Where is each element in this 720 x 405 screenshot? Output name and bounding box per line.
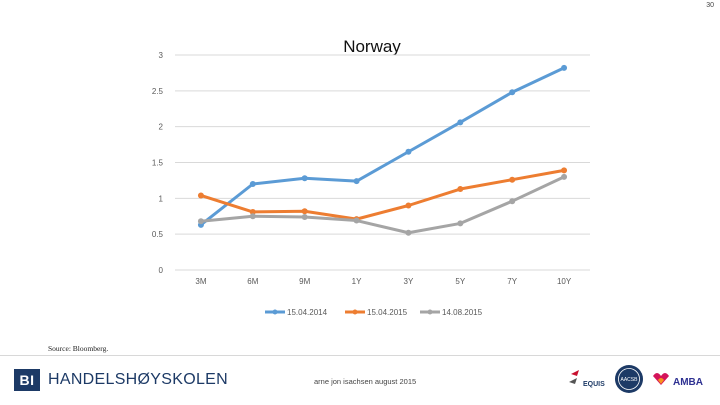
x-tick-label: 5Y [455,277,465,286]
line-chart: Norway 0 0.5 1 1.5 2 2.5 3 3M 6M 9M 1Y 3Y 5Y 7Y 10Y 1… [152,37,590,317]
series-15.04.2014 [197,64,568,228]
x-tick-label: 10Y [557,277,572,286]
x-tick-label: 6M [247,277,258,286]
page-number: 30 [706,2,714,9]
data-point [197,192,204,199]
x-tick-label: 3Y [404,277,414,286]
data-point [353,178,360,185]
legend-marker [272,309,278,315]
source-note: Source: Bloomberg. [48,344,109,353]
data-point [509,198,516,205]
data-point [197,218,204,225]
accreditation-logos: EQUIS AACSB AMBA [569,365,703,393]
y-tick-label: 3 [159,51,164,60]
equis-text: EQUIS [583,381,605,388]
series-14.08.2015 [197,173,568,236]
footer-divider [0,355,720,356]
y-tick-label: 0.5 [152,230,164,239]
aacsb-logo: AACSB [615,365,643,393]
legend-label: 15.04.2015 [367,308,408,317]
data-point [457,220,464,227]
y-tick-label: 2 [159,123,164,132]
author-footer: arne jon isachsen august 2015 [314,377,417,386]
y-axis-labels: 0 0.5 1 1.5 2 2.5 3 [152,51,164,275]
data-point [353,217,360,224]
data-point [301,213,308,220]
y-tick-label: 0 [159,266,164,275]
x-tick-label: 9M [299,277,310,286]
x-axis-labels: 3M 6M 9M 1Y 3Y 5Y 7Y 10Y [195,277,571,286]
chart-legend: 15.04.2014 15.04.2015 14.08.2015 [265,308,483,317]
equis-logo: EQUIS [569,370,605,388]
data-point [249,181,256,187]
data-point [509,176,516,183]
y-tick-label: 1 [159,194,164,203]
legend-item: 14.08.2015 [420,308,483,317]
data-point [249,208,256,215]
legend-label: 14.08.2015 [442,308,483,317]
chart-title: Norway [343,37,401,56]
series-line [199,175,566,235]
aacsb-text: AACSB [621,377,639,383]
series-line [199,66,566,227]
series-lines [197,64,568,236]
y-tick-label: 1.5 [152,159,164,168]
data-point [457,186,464,193]
legend-marker [427,309,433,315]
school-name: HANDELSHØYSKOLEN [48,371,228,388]
legend-marker [352,309,358,315]
data-point [561,167,568,174]
amba-text: AMBA [673,377,703,388]
bi-logo: BI [14,369,40,391]
legend-item: 15.04.2015 [345,308,408,317]
data-point [561,173,568,180]
series-line [199,168,566,221]
data-point [405,202,412,209]
data-point [561,64,568,71]
data-point [301,175,308,182]
y-tick-label: 2.5 [152,87,164,96]
data-point [457,119,464,126]
data-point [249,213,256,220]
chart-gridlines [175,54,590,271]
data-point [405,148,412,155]
legend-label: 15.04.2014 [287,308,328,317]
data-point [301,208,308,215]
x-tick-label: 7Y [507,277,517,286]
x-tick-label: 1Y [352,277,362,286]
amba-logo: AMBA [653,373,703,388]
x-tick-label: 3M [195,277,206,286]
data-point [509,89,516,96]
legend-item: 15.04.2014 [265,308,328,317]
data-point [405,229,412,236]
